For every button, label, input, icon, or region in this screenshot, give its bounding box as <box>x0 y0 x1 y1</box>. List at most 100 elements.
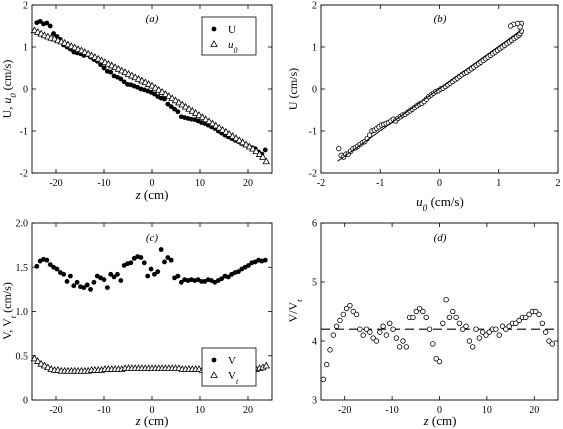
y-tick-label: -2 <box>20 169 28 180</box>
data-point-d-s0 <box>476 335 483 341</box>
data-point-a-s1 <box>165 92 173 100</box>
data-point-c-s0 <box>88 286 93 292</box>
data-point-a-s1 <box>168 94 176 102</box>
data-point-d-s0 <box>536 311 542 318</box>
data-point-a-s1 <box>185 104 193 112</box>
data-point-a-s1 <box>228 132 237 139</box>
data-point-d-s0 <box>503 326 509 332</box>
y-tick-label: 0 <box>312 85 317 96</box>
data-point-d-s0 <box>460 326 466 332</box>
data-point-c-s0 <box>64 279 70 284</box>
data-point-c-s0 <box>219 276 225 282</box>
x-tick-label: -2 <box>317 178 325 189</box>
data-point-a-s0 <box>121 79 127 85</box>
panel-c-xlabel: z (cm) <box>135 413 169 428</box>
data-point-c-s0 <box>81 285 87 291</box>
data-point-d-s0 <box>373 338 380 344</box>
x-tick-label: -20 <box>49 178 62 189</box>
data-point-c-s1 <box>44 363 52 371</box>
legend-label: V <box>228 355 236 367</box>
x-tick-label: 0 <box>437 178 442 189</box>
data-point-c-s0 <box>111 274 117 280</box>
data-point-d-s0 <box>330 332 337 338</box>
data-point-d-s0 <box>403 344 410 350</box>
data-point-a-s1 <box>148 81 156 89</box>
data-point-c-s0 <box>118 278 124 283</box>
x-tick-label: -20 <box>338 405 351 416</box>
data-point-d-s0 <box>450 308 456 315</box>
data-point-d-s0 <box>433 356 439 362</box>
data-point-d-s0 <box>383 332 390 338</box>
data-point-c-s0 <box>54 266 60 272</box>
data-point-a-s1 <box>222 127 230 135</box>
panel-d: -20 -10 0 10 20 3 4 5 6 (d) z (cm) V/Vt <box>286 219 559 428</box>
data-point-d-s0 <box>542 329 549 335</box>
panel-d-ticks: -20 -10 0 10 20 3 4 5 6 <box>312 219 558 416</box>
data-point-d-s0 <box>393 335 400 341</box>
data-point-d-s0 <box>456 320 463 326</box>
x-tick-label: -20 <box>49 405 62 416</box>
data-point-d-s0 <box>320 376 327 383</box>
data-point-c-s0 <box>108 271 114 277</box>
panel-a-ylabel: U, u0 (cm/s) <box>0 60 18 119</box>
legend-box <box>201 347 257 387</box>
data-point-c-s0 <box>246 263 251 268</box>
data-point-d-s0 <box>337 317 343 324</box>
data-point-c-s0 <box>236 269 241 275</box>
legend-marker <box>210 371 218 378</box>
panel-a-xlabel: z (cm) <box>135 187 169 202</box>
data-point-d-s0 <box>523 314 529 321</box>
panel-d-marks <box>320 297 558 383</box>
data-point-a-s0 <box>44 20 50 26</box>
y-tick-label: -1 <box>20 127 28 138</box>
data-point-d-s0 <box>436 358 443 365</box>
panel-b-xlabel: u0 (cm/s) <box>416 194 464 214</box>
data-point-a-s1 <box>215 123 223 131</box>
x-tick-label: 10 <box>195 178 205 189</box>
data-point-b-s0 <box>507 23 514 29</box>
y-tick-label: 1 <box>23 43 28 54</box>
data-point-a-s1 <box>255 150 264 157</box>
data-point-b-s0 <box>366 132 373 138</box>
data-point-a-s1 <box>242 140 250 148</box>
data-point-a-s0 <box>152 91 157 97</box>
data-point-a-s1 <box>158 88 166 95</box>
data-point-d-s0 <box>453 314 459 321</box>
data-point-d-s0 <box>506 323 512 329</box>
data-point-d-s0 <box>426 326 433 332</box>
x-tick-label: 2 <box>556 178 561 189</box>
panel-c-ticks: -20 -10 0 10 20 0 0.5 1.0 1.5 2.0 <box>16 219 272 416</box>
data-point-c-s0 <box>262 257 268 263</box>
legend-label: Vt <box>228 370 239 386</box>
data-point-c-s0 <box>175 273 181 279</box>
data-point-a-s1 <box>151 83 160 91</box>
data-point-d-s0 <box>363 326 370 332</box>
data-point-c-s0 <box>145 273 151 279</box>
data-point-a-s1 <box>259 153 267 160</box>
data-point-c-s0 <box>141 260 147 266</box>
y-tick-label: 4 <box>312 337 317 348</box>
data-point-a-s0 <box>175 109 181 115</box>
data-point-c-s0 <box>162 259 167 265</box>
data-point-d-s0 <box>370 335 376 341</box>
data-point-c-s0 <box>68 273 73 279</box>
data-point-d-s0 <box>416 305 423 312</box>
data-point-c-s0 <box>178 279 184 285</box>
y-tick-label: 3 <box>312 396 317 407</box>
legend-marker <box>211 357 217 363</box>
data-point-c-s0 <box>138 255 144 260</box>
data-point-d-s0 <box>513 320 519 326</box>
legend-marker <box>210 40 218 47</box>
data-point-c-s0 <box>225 274 231 280</box>
fit-line <box>337 29 522 162</box>
data-point-a-s1 <box>208 119 217 127</box>
x-tick-label: -1 <box>376 178 384 189</box>
y-tick-label: 1 <box>312 43 317 54</box>
panel-b-ylabel: U (cm/s) <box>286 68 300 110</box>
data-point-a-s0 <box>168 104 174 110</box>
data-point-c-s1 <box>30 354 39 362</box>
data-point-a-s1 <box>181 102 190 110</box>
data-point-c-s0 <box>148 266 154 272</box>
data-point-d-s0 <box>410 314 416 321</box>
x-tick-label: 20 <box>243 178 253 189</box>
